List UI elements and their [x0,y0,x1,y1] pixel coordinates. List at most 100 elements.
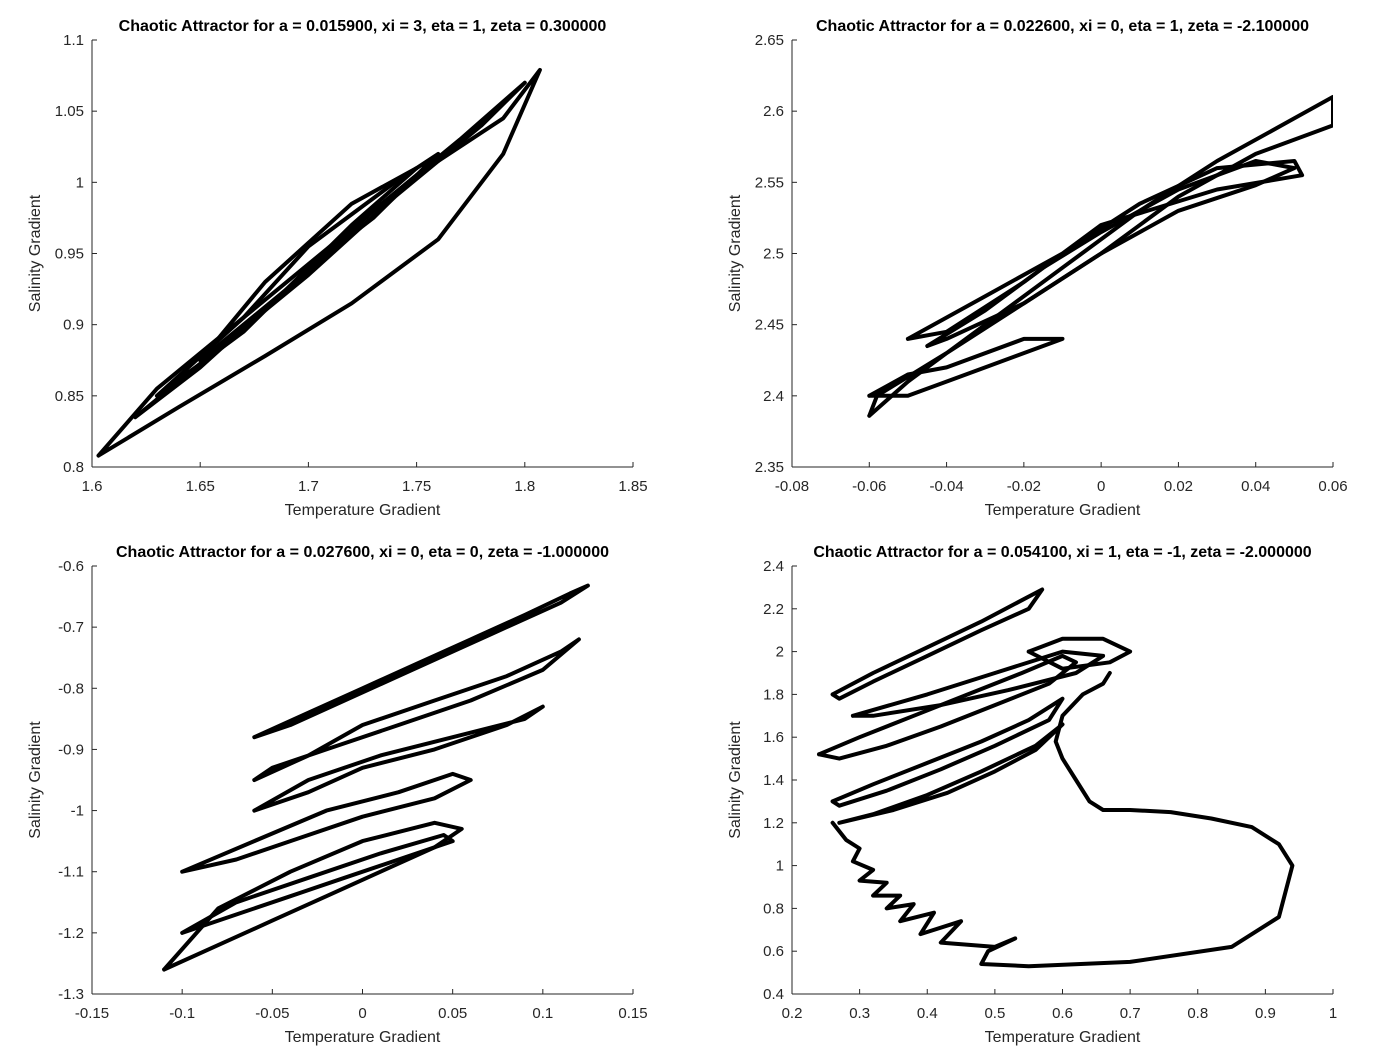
x-tick-label: 1.75 [402,478,431,495]
attractor-trajectory-3 [867,336,1065,398]
x-tick-label: -0.02 [1007,478,1041,495]
x-tick-label: 0.04 [1241,478,1270,495]
plot-area [96,67,542,458]
y-tick-label: 0.85 [55,388,84,405]
x-tick-label: 0.5 [984,1005,1005,1022]
y-tick-label: 2.5 [763,246,784,263]
x-tick-label: -0.06 [852,478,886,495]
attractor-trajectory-3 [180,771,473,874]
x-tick-label: 1.65 [186,478,215,495]
y-tick-label: 0.8 [63,459,84,476]
x-tick-label: 0.8 [1187,1005,1208,1022]
y-tick-label: -0.9 [58,741,84,758]
plot-area [162,583,590,972]
x-tick-label: 1.7 [298,478,319,495]
x-axis-label: Temperature Gradient [985,1029,1141,1046]
x-tick-label: 0.1 [532,1005,553,1022]
attractor-trajectory-1 [252,637,581,782]
plot-area [867,94,1333,418]
x-tick-label: 0.05 [438,1005,467,1022]
x-tick-label: -0.05 [255,1005,289,1022]
y-tick-label: 1.1 [63,32,84,49]
y-tick-label: -1.3 [58,986,84,1003]
attractor-trajectory-2 [154,151,441,398]
x-tick-label: 0.4 [917,1005,938,1022]
y-axis-label: Salinity Gradient [27,194,44,312]
y-tick-label: -1.2 [58,925,84,942]
y-axis-label: Salinity Gradient [727,721,744,839]
y-tick-label: 2.65 [755,32,784,49]
x-tick-label: 0 [358,1005,366,1022]
x-tick-label: 0.6 [1052,1005,1073,1022]
y-axis-label: Salinity Gradient [27,721,44,839]
subplot-top-left: Chaotic Attractor for a = 0.015900, xi =… [27,18,648,519]
x-tick-label: 1.8 [514,478,535,495]
attractor-trajectory-1 [817,653,1078,761]
y-axis-label: Salinity Gradient [727,194,744,312]
attractor-trajectory-0 [830,587,1045,701]
chart-title: Chaotic Attractor for a = 0.015900, xi =… [119,18,607,35]
y-tick-label: 1.05 [55,103,84,120]
y-tick-label: 1.4 [763,772,784,789]
attractor-trajectory-3 [837,722,1065,825]
x-tick-label: 0.7 [1120,1005,1141,1022]
y-tick-label: 0.95 [55,246,84,263]
x-tick-label: -0.04 [929,478,963,495]
attractor-trajectory-0 [252,583,590,740]
x-tick-label: 1.85 [618,478,647,495]
y-tick-label: 2.6 [763,103,784,120]
y-tick-label: -1.1 [58,864,84,881]
attractor-trajectory-4 [252,704,545,813]
y-tick-label: 2.2 [763,601,784,618]
x-axis-label: Temperature Gradient [285,502,441,519]
y-tick-label: 2.4 [763,558,784,575]
y-tick-label: -0.6 [58,558,84,575]
x-tick-label: 1.6 [82,478,103,495]
y-tick-label: -0.7 [58,619,84,636]
attractor-trajectory-2 [925,159,1297,348]
y-tick-label: 2.4 [763,388,784,405]
subplot-bottom-right: Chaotic Attractor for a = 0.054100, xi =… [727,544,1337,1046]
x-tick-label: -0.1 [169,1005,195,1022]
y-tick-label: 2.45 [755,317,784,334]
chart-title: Chaotic Attractor for a = 0.022600, xi =… [816,18,1309,35]
attractor-trajectory-5 [180,833,455,935]
y-tick-label: 2 [776,644,784,661]
subplot-top-right: Chaotic Attractor for a = 0.022600, xi =… [727,18,1348,519]
y-tick-label: -1 [71,803,84,820]
plot-area [817,587,1295,969]
y-tick-label: 1.2 [763,815,784,832]
x-tick-label: 0.02 [1164,478,1193,495]
attractor-trajectory-6 [1026,636,1133,671]
attractor-trajectory-2 [830,696,1065,808]
x-tick-label: 0.15 [618,1005,647,1022]
y-tick-label: 1 [776,858,784,875]
subplot-bottom-left: Chaotic Attractor for a = 0.027600, xi =… [27,544,648,1046]
x-tick-label: 1 [1329,1005,1337,1022]
chart-title: Chaotic Attractor for a = 0.027600, xi =… [116,544,609,561]
attractor-trajectory-5 [830,671,1295,969]
x-tick-label: 0.06 [1318,478,1347,495]
y-tick-label: -0.8 [58,680,84,697]
y-tick-label: 0.4 [763,986,784,1003]
attractor-trajectory-0 [867,94,1333,418]
attractor-trajectory-4 [850,649,1106,718]
y-tick-label: 0.8 [763,900,784,917]
y-tick-label: 1 [76,174,84,191]
x-tick-label: 0.2 [782,1005,803,1022]
y-tick-label: 2.35 [755,459,784,476]
x-tick-label: -0.15 [75,1005,109,1022]
x-tick-label: -0.08 [775,478,809,495]
y-tick-label: 0.9 [63,317,84,334]
attractor-trajectory-3 [198,166,419,363]
y-tick-label: 1.8 [763,686,784,703]
x-tick-label: 0.9 [1255,1005,1276,1022]
x-tick-label: 0 [1097,478,1105,495]
y-tick-label: 2.55 [755,174,784,191]
chart-title: Chaotic Attractor for a = 0.054100, xi =… [813,544,1311,561]
y-tick-label: 0.6 [763,943,784,960]
y-tick-label: 1.6 [763,729,784,746]
x-axis-label: Temperature Gradient [985,502,1141,519]
x-axis-label: Temperature Gradient [285,1029,441,1046]
